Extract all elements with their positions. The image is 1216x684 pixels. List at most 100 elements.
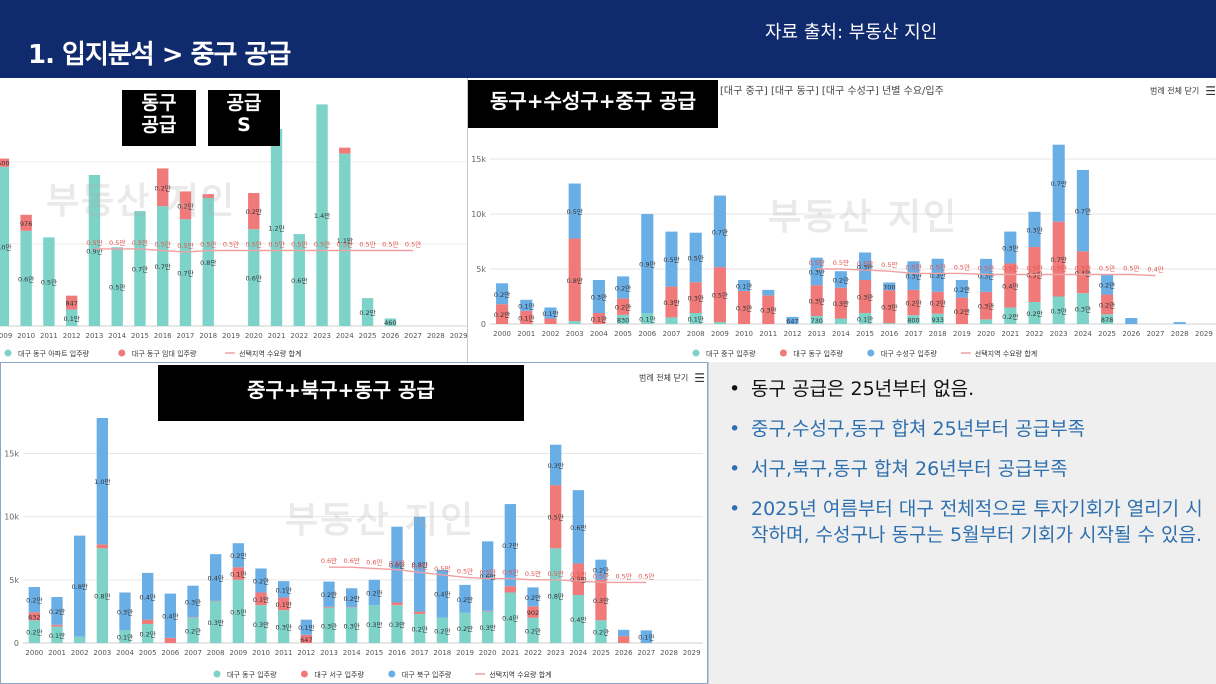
bar-segment [278,610,290,643]
source-label: 자료 출처: 부동산 지인 [765,22,938,43]
x-tick-label: 2015 [131,332,149,340]
x-tick-label: 2008 [207,649,225,657]
bar-segment [51,626,63,643]
data-label: 0.3만 [389,620,405,629]
data-label: 0.2만 [457,595,473,604]
demand-label: 0.5만 [480,568,496,577]
x-tick-label: 2013 [808,330,826,338]
bar-segment [65,309,78,326]
bar-segment [738,280,751,291]
x-tick-label: 2000 [493,330,511,338]
x-tick-label: 2001 [517,330,535,338]
bar-segment [810,257,823,286]
demand-label: 0.6만 [389,559,405,568]
data-label: 700 [883,283,895,291]
x-tick-label: 2010 [735,330,753,338]
demand-line [816,268,1156,277]
data-label: 1.0만 [94,477,110,486]
bar-segment [187,617,199,643]
demand-label: 0.5만 [833,258,849,267]
bar-segment [1076,251,1089,294]
demand-label: 0.5만 [359,239,375,248]
data-label: 647 [300,636,312,644]
demand-label: 0.5만 [223,239,239,248]
bar-segment [119,630,131,643]
bar-segment [1028,302,1041,324]
demand-label: 0.5만 [86,238,102,247]
x-tick-label: 2026 [615,649,633,657]
legend-close-button[interactable]: 범례 전체 닫기 ☰ [639,371,705,385]
bar-segment [482,610,494,612]
bar-segment [74,535,86,637]
bar-segment [316,104,328,327]
demand-label: 0.5만 [905,262,921,271]
demand-label: 0.5만 [930,262,946,271]
bar-segment [859,313,872,324]
bar-segment [527,606,539,618]
x-tick-label: 2017 [411,649,429,657]
bar-segment [595,620,607,643]
data-label: 0.1만 [639,315,655,324]
y-tick-label: 0 [481,320,486,329]
demand-label: 0.5만 [109,238,125,247]
x-tick-label: 2026 [1122,330,1140,338]
legend-marker [4,349,12,357]
x-tick-label: 2011 [40,332,58,340]
y-tick-label: 10k [471,210,486,219]
x-tick-label: 2018 [433,649,451,657]
bar-segment [883,323,896,324]
bar-segment [232,567,244,580]
bar-segment [1004,307,1017,324]
data-label: 0.3만 [208,618,224,627]
bar-segment [255,592,267,606]
x-tick-label: 2004 [116,649,134,657]
watermark: 부동산 지인 [285,500,476,541]
bar-segment [1076,170,1089,252]
bar-segment [641,214,654,313]
bar-segment [414,516,426,612]
data-label: 0.3만 [736,304,752,313]
bar-segment [187,617,199,618]
bar-segment [592,313,605,324]
bar-segment [1125,318,1138,324]
bar-segment [210,554,222,601]
legend-marker [779,349,787,357]
demand-label: 0.5만 [155,239,171,248]
data-label: 0.5만 [41,278,57,287]
bar-segment [202,194,214,198]
bar-segment [232,579,244,643]
data-label: 0.2만 [177,201,193,210]
bar-segment [762,295,775,324]
data-label: 0.3만 [366,620,382,629]
bar-segment [1076,293,1089,324]
data-label: 0.3만 [1075,305,1091,314]
y-tick-label: 15k [471,155,486,164]
legend-close-button[interactable]: 범례 전체 닫기 ☰ [1150,84,1216,98]
bar-segment [346,607,358,643]
x-tick-label: 2025 [1098,330,1116,338]
bar-segment [738,291,751,324]
data-label: 0.7만 [502,541,518,550]
data-label: 0.2만 [185,626,201,635]
bar-segment [300,634,312,643]
bar-segment [255,605,267,643]
y-tick-label: 0 [14,639,19,648]
legend-label: 대구 수성구 입주량 [881,349,938,358]
bar-segment [28,620,40,643]
x-tick-label: 2024 [569,649,587,657]
menu-icon[interactable]: ☰ [694,371,706,385]
data-label: 0.7만 [1051,179,1067,188]
menu-icon[interactable]: ☰ [1205,84,1216,98]
chart-caption: [대구 중구] [대구 동구] [대구 수성구] 년별 수요/입주 [720,86,944,97]
bar-segment [931,258,944,292]
bar-segment [0,166,10,326]
bar-segment [323,606,335,608]
data-label: 0.4만 [208,574,224,583]
legend-label: 선택지역 수요량 합계 [489,670,551,679]
bar-segment [88,174,101,326]
demand-label: 0.5만 [268,239,284,248]
bar-segment [414,611,426,614]
x-tick-label: 2021 [1001,330,1019,338]
legend-label: 대구 북구 입주량 [402,671,452,679]
data-label: 0.3만 [321,621,337,630]
